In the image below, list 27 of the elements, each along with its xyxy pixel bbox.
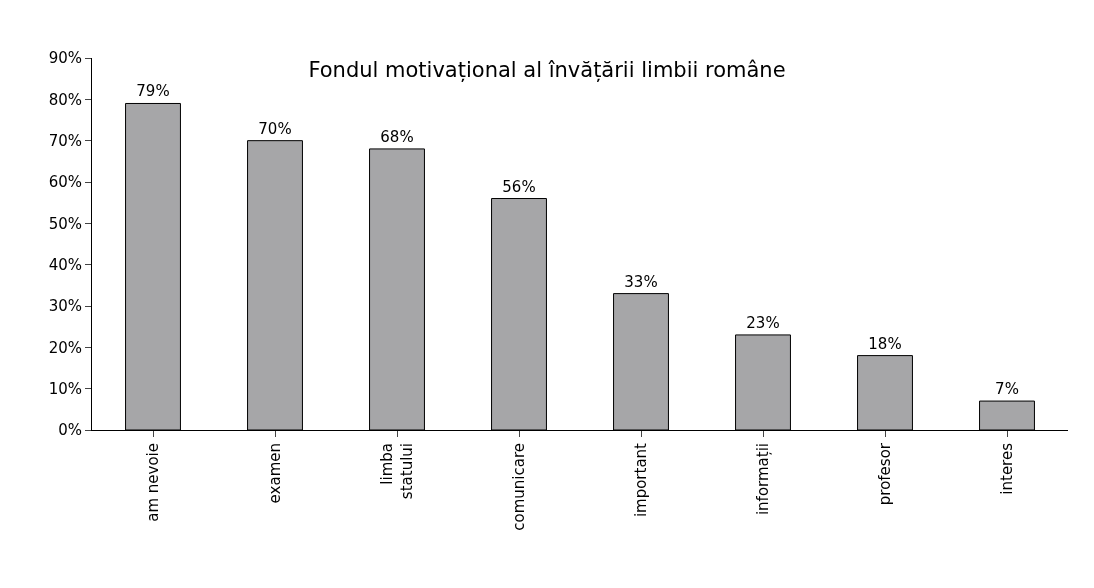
- y-tick-label: 90%: [48, 49, 82, 68]
- y-tick-label: 0%: [58, 421, 82, 440]
- data-label: 7%: [995, 380, 1019, 399]
- y-tick-label: 30%: [48, 297, 82, 316]
- x-tick-label: profesor: [875, 442, 894, 506]
- chart-title: Fondul motivațional al învățării limbii române: [308, 58, 786, 83]
- x-tick-label: interes: [997, 442, 1016, 495]
- y-tick-label: 70%: [48, 131, 82, 150]
- data-label: 70%: [258, 119, 292, 138]
- y-tick-label: 10%: [48, 379, 82, 398]
- x-tick-label: informații: [753, 443, 772, 516]
- x-tick-label: important: [631, 442, 650, 518]
- x-tick-label: limba statului: [378, 443, 416, 500]
- x-tick-label: am nevoie: [143, 443, 162, 522]
- data-label: 23%: [746, 313, 780, 332]
- y-tick-label: 60%: [48, 173, 82, 192]
- data-label: 56%: [502, 177, 536, 196]
- x-tick-label: comunicare: [509, 443, 528, 531]
- data-label: 33%: [624, 272, 658, 291]
- y-tick-label: 20%: [48, 338, 82, 357]
- x-tick-label: examen: [265, 443, 284, 504]
- data-label: 79%: [136, 82, 170, 101]
- data-label: 18%: [868, 334, 902, 353]
- data-label: 68%: [380, 127, 414, 146]
- y-tick-label: 50%: [48, 214, 82, 233]
- y-tick-label: 80%: [48, 90, 82, 109]
- y-tick-label: 40%: [48, 255, 82, 274]
